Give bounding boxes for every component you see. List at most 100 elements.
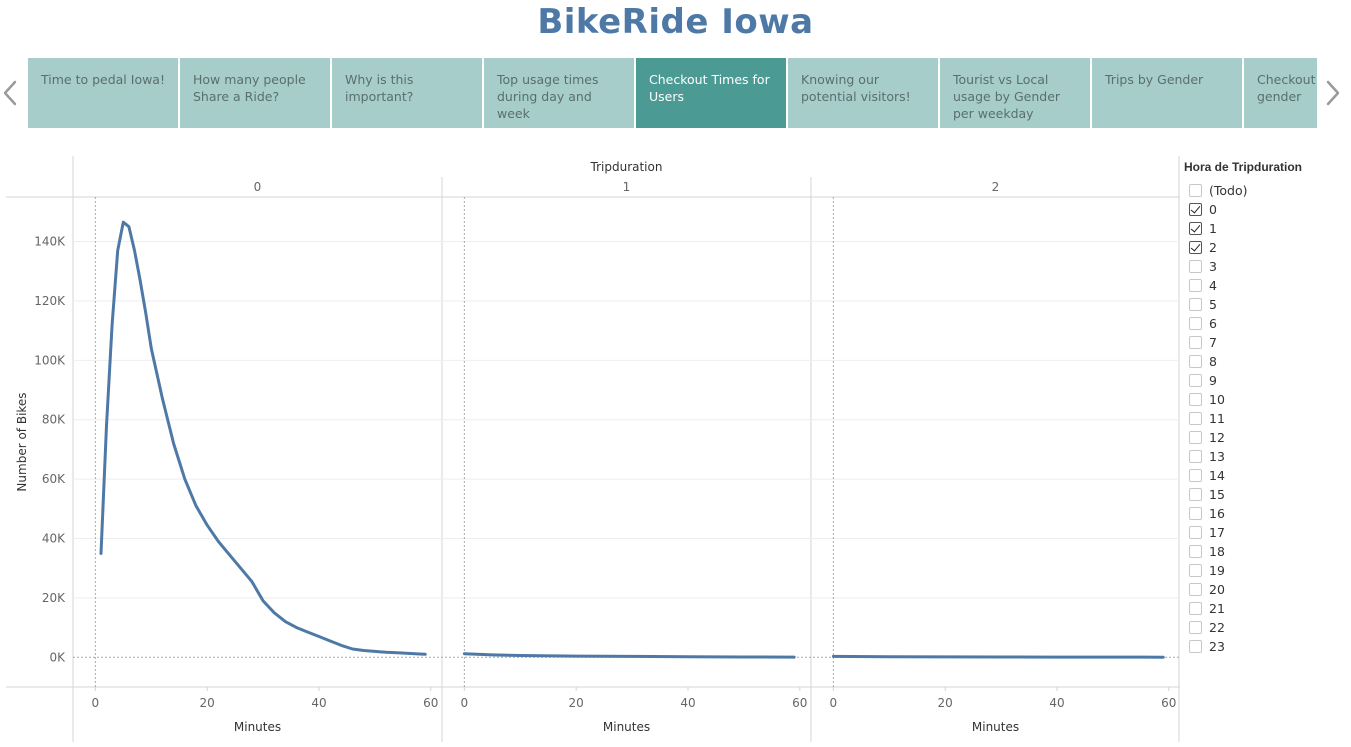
filter-item[interactable]: 12 — [1189, 428, 1248, 447]
x-tick-label: 60 — [423, 696, 438, 710]
tab-why-important[interactable]: Why is this important? — [332, 58, 482, 128]
tab-label: Time to pedal Iowa! — [41, 72, 165, 87]
filter-item-label: 17 — [1209, 525, 1225, 540]
filter-item[interactable]: 15 — [1189, 485, 1248, 504]
panel-header-label: 2 — [992, 180, 1000, 194]
filter-item[interactable]: 7 — [1189, 333, 1248, 352]
filter-item-label: 23 — [1209, 639, 1225, 654]
tab-checkout-by-gender[interactable]: Checkout times by gender — [1244, 58, 1317, 128]
filter-checkbox[interactable] — [1189, 355, 1202, 368]
filter-item[interactable]: 16 — [1189, 504, 1248, 523]
series-line-panel-1 — [462, 652, 796, 659]
next-tab-button[interactable] — [1322, 73, 1346, 113]
filter-item[interactable]: 0 — [1189, 200, 1248, 219]
filter-checkbox[interactable] — [1189, 317, 1202, 330]
x-axis-label: Minutes — [972, 720, 1019, 734]
filter-item[interactable]: 6 — [1189, 314, 1248, 333]
filter-checkbox[interactable] — [1189, 507, 1202, 520]
filter-item[interactable]: 20 — [1189, 580, 1248, 599]
tab-share-a-ride[interactable]: How many people Share a Ride? — [180, 58, 330, 128]
filter-item[interactable]: 17 — [1189, 523, 1248, 542]
filter-checkbox[interactable] — [1189, 184, 1202, 197]
filter-item-label: 2 — [1209, 240, 1217, 255]
filter-item[interactable]: 13 — [1189, 447, 1248, 466]
filter-item[interactable]: 21 — [1189, 599, 1248, 618]
filter-item-label: 14 — [1209, 468, 1225, 483]
filter-checkbox[interactable] — [1189, 298, 1202, 311]
y-tick-label: 60K — [42, 472, 66, 486]
x-tick-label: 20 — [569, 696, 584, 710]
x-tick-label: 20 — [200, 696, 215, 710]
filter-item[interactable]: 18 — [1189, 542, 1248, 561]
filter-item-label: 20 — [1209, 582, 1225, 597]
x-tick-label: 40 — [311, 696, 326, 710]
filter-checkbox[interactable] — [1189, 583, 1202, 596]
filter-checkbox[interactable] — [1189, 260, 1202, 273]
tab-potential-visitors[interactable]: Knowing our potential visitors! — [788, 58, 938, 128]
x-tick-label: 40 — [1049, 696, 1064, 710]
tab-tourist-vs-local[interactable]: Tourist vs Local usage by Gender per wee… — [940, 58, 1090, 128]
y-tick-label: 140K — [34, 235, 66, 249]
filter-item[interactable]: 14 — [1189, 466, 1248, 485]
filter-checkbox[interactable] — [1189, 222, 1202, 235]
filter-checkbox[interactable] — [1189, 336, 1202, 349]
filter-item-label: 1 — [1209, 221, 1217, 236]
tab-label: How many people Share a Ride? — [193, 72, 306, 104]
x-tick-label: 60 — [1161, 696, 1176, 710]
filter-checkbox[interactable] — [1189, 450, 1202, 463]
filter-item[interactable]: (Todo) — [1189, 181, 1248, 200]
filter-checkbox[interactable] — [1189, 241, 1202, 254]
filter-checkbox[interactable] — [1189, 545, 1202, 558]
panel-header-label: 1 — [623, 180, 631, 194]
filter-item-label: 13 — [1209, 449, 1225, 464]
tab-trips-by-gender[interactable]: Trips by Gender — [1092, 58, 1242, 128]
filter-checkbox[interactable] — [1189, 469, 1202, 482]
filter-checkbox[interactable] — [1189, 602, 1202, 615]
filter-item[interactable]: 11 — [1189, 409, 1248, 428]
story-tab-strip: Time to pedal Iowa! How many people Shar… — [28, 58, 1317, 128]
series-line-panel-0 — [99, 220, 427, 656]
filter-item[interactable]: 1 — [1189, 219, 1248, 238]
filter-item[interactable]: 8 — [1189, 352, 1248, 371]
filter-item[interactable]: 2 — [1189, 238, 1248, 257]
filter-checkbox[interactable] — [1189, 526, 1202, 539]
x-tick-label: 0 — [830, 696, 838, 710]
filter-checkbox[interactable] — [1189, 203, 1202, 216]
x-tick-label: 60 — [792, 696, 807, 710]
filter-item-label: 16 — [1209, 506, 1225, 521]
y-tick-label: 100K — [34, 353, 66, 367]
filter-checkbox[interactable] — [1189, 640, 1202, 653]
filter-item[interactable]: 19 — [1189, 561, 1248, 580]
tab-label: Knowing our potential visitors! — [801, 72, 911, 104]
filter-item[interactable]: 10 — [1189, 390, 1248, 409]
filter-item[interactable]: 4 — [1189, 276, 1248, 295]
prev-tab-button[interactable] — [0, 73, 24, 113]
tab-top-usage-times[interactable]: Top usage times during day and week — [484, 58, 634, 128]
filter-item-label: 7 — [1209, 335, 1217, 350]
filter-item-label: 15 — [1209, 487, 1225, 502]
filter-item-label: 10 — [1209, 392, 1225, 407]
filter-item[interactable]: 23 — [1189, 637, 1248, 656]
filter-item-label: 0 — [1209, 202, 1217, 217]
filter-checkbox[interactable] — [1189, 279, 1202, 292]
filter-item[interactable]: 5 — [1189, 295, 1248, 314]
checkout-times-chart: Tripduration 0K 20K 40K 60K 80K 100K 120K 140K Nu… — [6, 156, 1180, 742]
y-tick-label: 20K — [42, 591, 66, 605]
filter-checkbox[interactable] — [1189, 431, 1202, 444]
filter-checkbox[interactable] — [1189, 374, 1202, 387]
filter-item[interactable]: 3 — [1189, 257, 1248, 276]
filter-checkbox[interactable] — [1189, 564, 1202, 577]
tab-time-to-pedal[interactable]: Time to pedal Iowa! — [28, 58, 178, 128]
filter-checkbox[interactable] — [1189, 412, 1202, 425]
filter-item-label: 5 — [1209, 297, 1217, 312]
y-tick-label: 40K — [42, 532, 66, 546]
filter-item[interactable]: 22 — [1189, 618, 1248, 637]
filter-item-label: 21 — [1209, 601, 1225, 616]
filter-item[interactable]: 9 — [1189, 371, 1248, 390]
filter-item-label: 9 — [1209, 373, 1217, 388]
filter-checkbox[interactable] — [1189, 488, 1202, 501]
tab-checkout-times[interactable]: Checkout Times for Users — [636, 58, 786, 128]
tab-label: Checkout Times for Users — [649, 72, 770, 104]
filter-checkbox[interactable] — [1189, 393, 1202, 406]
filter-checkbox[interactable] — [1189, 621, 1202, 634]
